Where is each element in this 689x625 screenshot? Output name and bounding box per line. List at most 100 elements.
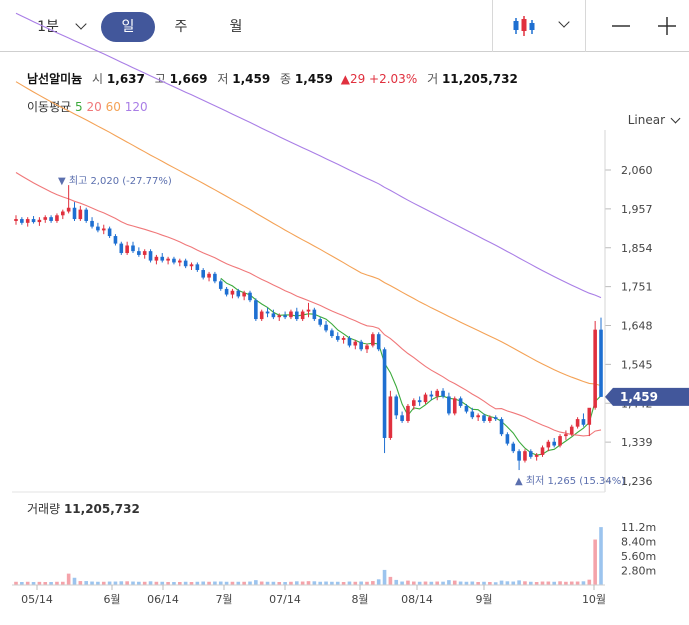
volume-bar (72, 577, 77, 585)
volume-bar (20, 582, 24, 585)
volume-bar (131, 581, 135, 585)
period-day[interactable]: 일 (101, 12, 155, 42)
candle-body (529, 451, 533, 457)
x-tick-label: 9월 (475, 593, 492, 606)
volume-bar (400, 581, 404, 585)
candle-body (552, 441, 556, 446)
volume-bar (242, 581, 246, 585)
volume-bar (224, 581, 229, 585)
volume-bar (412, 581, 416, 585)
volume-bar (49, 582, 53, 585)
volume-bar (347, 581, 352, 585)
candle-body (581, 419, 586, 425)
candle-body (347, 337, 352, 346)
candle-body (283, 315, 287, 318)
candle-body (113, 236, 118, 244)
candle-body (201, 270, 205, 278)
plus-icon[interactable] (657, 16, 677, 36)
candle-body (37, 219, 42, 223)
volume-bar (540, 581, 545, 585)
x-tick-label: 8월 (351, 593, 368, 606)
candle-body (558, 436, 562, 446)
volume-bar (558, 581, 562, 585)
ma5-label: 5 (75, 100, 83, 114)
candle-body (371, 334, 375, 346)
x-tick-label: 7월 (215, 593, 232, 606)
volume-bar (359, 581, 363, 585)
ma120-line (15, 12, 602, 299)
candle-body (341, 337, 346, 340)
period-1min[interactable]: 1분 (37, 19, 59, 35)
volume-bar (259, 581, 264, 585)
volume-bar (101, 581, 106, 585)
candle-body (137, 251, 141, 255)
volume-bar (371, 581, 375, 585)
y-axis: 2,060 1,957 1,854 1,751 1,648 1,545 1,442 1,339… (604, 130, 653, 492)
volume-bar (569, 581, 574, 585)
x-tick-label: 10월 (582, 593, 606, 606)
candle-body (131, 245, 135, 252)
candle-body (593, 329, 597, 408)
volume-bar (300, 581, 305, 585)
volume-bar (277, 582, 282, 585)
volume-bar (248, 581, 252, 585)
current-price-label: 1,459 (620, 390, 658, 404)
candle-body (488, 417, 492, 421)
candle-body (599, 329, 603, 397)
candle-body (236, 290, 241, 297)
volume-bar (119, 581, 124, 585)
volume-title: 거래량 11,205,732 (27, 502, 140, 516)
candle-body (306, 309, 311, 312)
volume-bar (283, 582, 287, 585)
divider (492, 0, 493, 52)
candle-body (107, 228, 112, 237)
volume-bar (447, 580, 451, 585)
candle-body (452, 398, 457, 414)
divider (585, 0, 586, 52)
candle-body (72, 207, 77, 220)
candle-body (119, 243, 124, 254)
candlestick-icon[interactable] (512, 14, 540, 38)
candle-body (575, 419, 580, 427)
candle-body (172, 258, 176, 263)
volume-bar (341, 582, 346, 585)
candle-body (101, 228, 106, 231)
candle-body (587, 407, 592, 425)
change-value: ▲29 (340, 72, 366, 86)
chevron-down-icon[interactable] (75, 18, 87, 30)
volume-bar (575, 581, 580, 585)
chevron-down-icon[interactable] (558, 16, 570, 28)
candle-body (376, 334, 381, 350)
volume-bar (546, 581, 551, 585)
y-tick-label: 1,854 (621, 242, 653, 255)
candle-body (499, 419, 504, 435)
ma60-label: 60 (105, 100, 121, 114)
period-month[interactable]: 월 (229, 19, 243, 35)
volume-tick-label: 8.40m (621, 536, 656, 549)
volume-bar (172, 582, 176, 585)
low-value: 1,459 (232, 72, 271, 86)
candle-body (20, 219, 24, 223)
volume-bar (505, 581, 510, 585)
candle-body (265, 311, 270, 314)
candle-body (43, 217, 48, 220)
minus-icon[interactable] (611, 16, 631, 36)
candle-body (493, 417, 498, 420)
candle-body (564, 434, 568, 437)
candle-body (505, 434, 510, 444)
volume-bar (142, 581, 147, 585)
chart-markers: 1,459 ▼ 최고 2,020 (-27.77%) ▲ 최저 1,265 (15.… (58, 175, 689, 487)
chevron-down-icon (670, 113, 681, 124)
volume-bar (183, 581, 188, 585)
candle-body (458, 398, 463, 406)
volume-bar (107, 581, 112, 585)
candle-body (546, 441, 551, 448)
high-value: 1,669 (169, 72, 208, 86)
candle-body (183, 260, 188, 267)
volume-bar (113, 581, 118, 585)
volume-bar (581, 581, 586, 585)
scale-selector[interactable]: Linear (628, 113, 681, 127)
volume-bar (511, 581, 516, 585)
period-week[interactable]: 주 (174, 19, 188, 35)
